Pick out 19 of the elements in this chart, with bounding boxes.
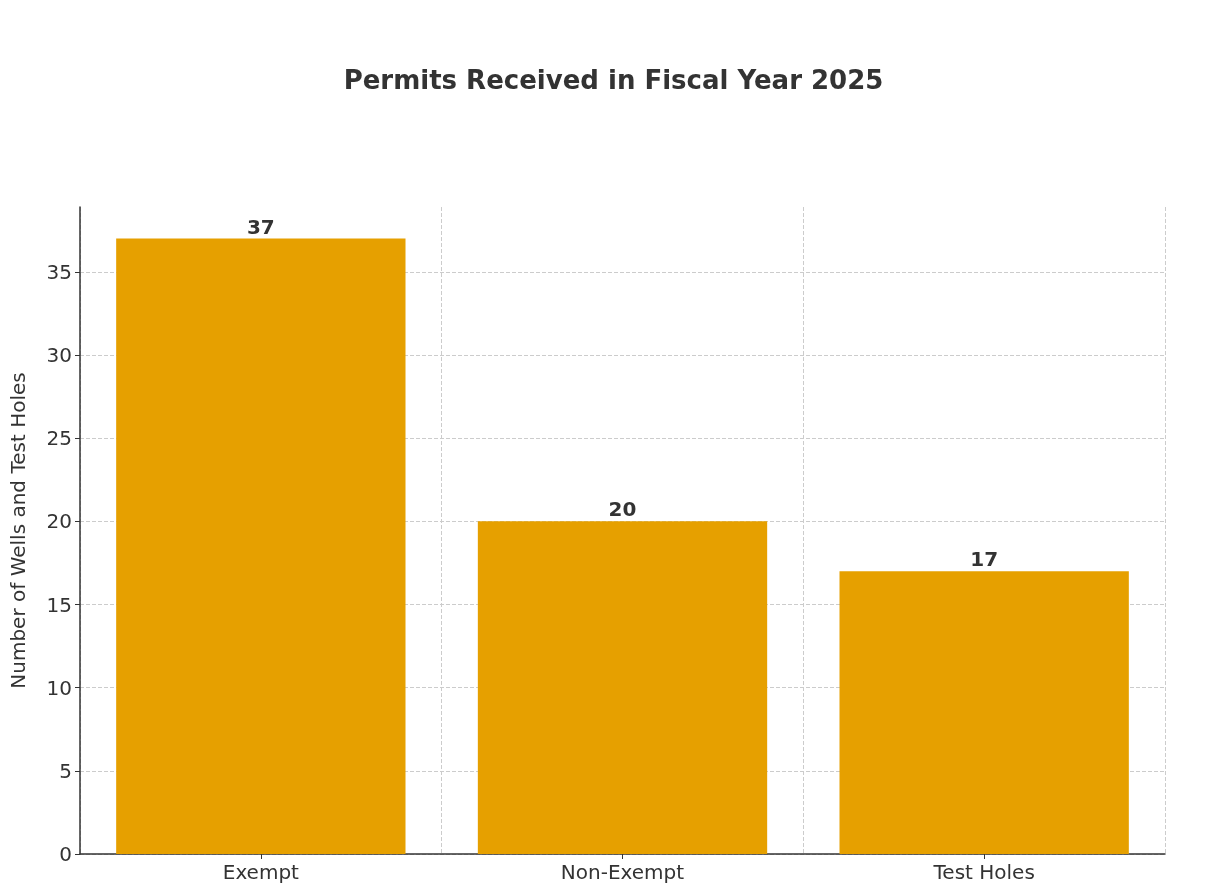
y-tick-label: 15 [46,592,72,617]
data-label: 20 [608,497,637,522]
y-tick-label: 35 [46,259,72,284]
y-tick-label: 20 [46,509,72,534]
bar [839,571,1129,854]
x-tick-label: Non-Exempt [560,860,685,884]
chart-title: Permits Received in Fiscal Year 2025 [343,65,884,95]
y-tick-label: 30 [46,343,72,368]
data-label: 37 [246,214,275,239]
y-tick-label: 0 [59,842,72,866]
y-tick-label: 5 [59,758,72,783]
y-axis-title: Number of Wells and Test Holes [6,372,30,689]
y-tick-label: 10 [46,675,72,700]
x-tick-label: Test Holes [932,860,1035,884]
data-label: 17 [970,547,999,572]
y-tick-label: 25 [46,426,72,451]
bar [116,238,406,854]
x-tick-label: Exempt [222,860,300,884]
bar [477,521,768,854]
